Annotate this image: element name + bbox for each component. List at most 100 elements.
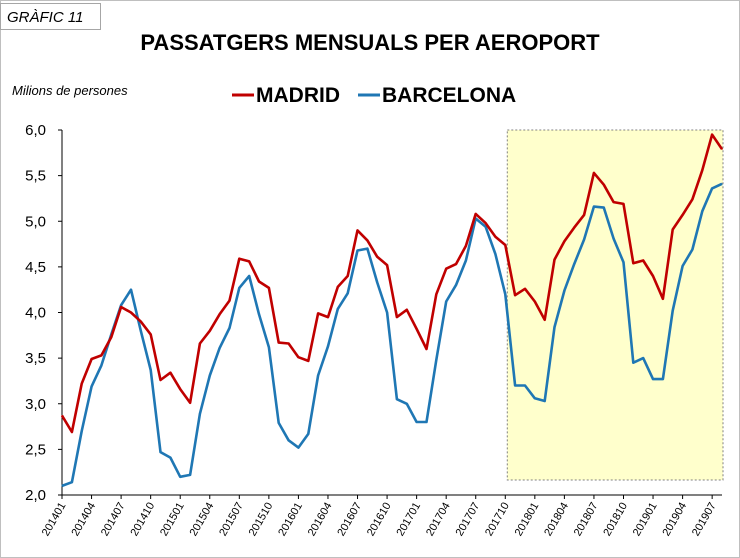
data-point-madrid <box>701 169 703 171</box>
data-point-madrid <box>71 431 73 433</box>
data-point-barcelona <box>248 275 250 277</box>
figure-tag: GRÀFIC 11 <box>0 3 101 30</box>
data-point-barcelona <box>61 485 63 487</box>
data-point-madrid <box>613 201 615 203</box>
data-point-barcelona <box>347 292 349 294</box>
data-point-madrid <box>337 286 339 288</box>
data-point-barcelona <box>632 362 634 364</box>
data-point-madrid <box>642 259 644 262</box>
data-point-madrid <box>140 321 142 323</box>
y-tick-label: 5,0 <box>25 213 46 230</box>
data-point-madrid <box>347 275 349 277</box>
data-point-barcelona <box>514 384 516 387</box>
data-point-barcelona <box>366 248 368 250</box>
data-point-madrid <box>465 245 467 247</box>
y-tick-label: 3,5 <box>25 350 46 367</box>
x-tick-label: 201504 <box>188 501 217 539</box>
data-point-barcelona <box>356 249 359 252</box>
data-point-barcelona <box>317 374 319 377</box>
data-point-barcelona <box>445 300 447 303</box>
data-point-madrid <box>691 198 694 200</box>
data-point-barcelona <box>484 226 487 228</box>
y-tick-label: 2,0 <box>25 487 46 504</box>
data-point-madrid <box>425 348 428 350</box>
data-point-madrid <box>416 328 418 330</box>
x-tick-label: 201601 <box>276 501 305 539</box>
data-point-madrid <box>484 222 487 224</box>
series-line-madrid <box>60 133 724 434</box>
x-tick-label: 201807 <box>572 501 601 539</box>
data-point-barcelona <box>563 290 565 292</box>
x-tick-label: 201407 <box>99 501 128 539</box>
y-tick-label: 3,0 <box>25 396 46 413</box>
data-point-barcelona <box>573 263 575 265</box>
data-point-madrid <box>406 309 408 311</box>
data-point-madrid <box>100 354 103 356</box>
data-point-barcelona <box>524 384 526 387</box>
data-point-madrid <box>209 330 211 332</box>
data-point-barcelona <box>120 304 122 306</box>
data-point-barcelona <box>278 422 280 424</box>
data-point-madrid <box>445 268 447 270</box>
data-point-barcelona <box>642 357 644 359</box>
data-point-madrid <box>534 300 536 303</box>
x-tick-label: 201707 <box>454 500 483 538</box>
data-point-madrid <box>248 260 250 262</box>
data-point-barcelona <box>622 261 625 263</box>
data-point-madrid <box>573 227 575 229</box>
data-point-barcelona <box>425 421 428 423</box>
data-point-barcelona <box>494 253 497 255</box>
data-point-barcelona <box>465 259 467 262</box>
x-tick-label: 201804 <box>542 501 571 539</box>
x-tick-label: 201607 <box>335 501 364 539</box>
x-tick-label: 201404 <box>69 501 98 539</box>
data-point-barcelona <box>228 327 231 329</box>
data-point-madrid <box>150 333 152 335</box>
data-point-madrid <box>435 293 437 295</box>
data-point-madrid <box>278 342 280 344</box>
data-point-madrid <box>228 300 231 302</box>
data-point-madrid <box>120 306 122 308</box>
data-point-madrid <box>396 316 398 318</box>
data-point-madrid <box>475 213 477 215</box>
data-point-barcelona <box>209 374 211 377</box>
data-point-barcelona <box>701 210 703 212</box>
y-tick-label: 5,5 <box>25 168 46 185</box>
x-tick-label: 201401 <box>40 501 69 539</box>
x-tick-label: 201410 <box>129 501 158 539</box>
x-tick-label: 201507 <box>217 501 246 539</box>
data-point-madrid <box>366 239 368 242</box>
data-point-barcelona <box>553 326 556 328</box>
x-tick-label: 201704 <box>424 501 453 539</box>
data-point-barcelona <box>100 364 103 367</box>
data-point-barcelona <box>386 311 388 314</box>
data-point-barcelona <box>721 183 723 185</box>
data-point-barcelona <box>652 378 654 380</box>
data-point-madrid <box>356 229 359 231</box>
data-point-barcelona <box>672 310 674 312</box>
chart-title: PASSATGERS MENSUALS PER AEROPORT <box>140 30 600 55</box>
data-point-barcelona <box>583 238 585 241</box>
data-point-madrid <box>219 313 221 315</box>
data-point-barcelona <box>169 456 171 459</box>
data-point-barcelona <box>297 446 300 449</box>
data-point-barcelona <box>199 413 201 415</box>
data-point-barcelona <box>258 313 260 315</box>
data-point-madrid <box>376 256 378 258</box>
data-point-madrid <box>563 240 565 242</box>
data-point-barcelona <box>711 187 713 189</box>
data-point-madrid <box>327 316 329 318</box>
data-point-barcelona <box>307 433 309 435</box>
data-point-barcelona <box>189 474 191 476</box>
data-point-madrid <box>159 379 162 381</box>
data-point-madrid <box>622 203 625 205</box>
data-point-madrid <box>238 258 240 260</box>
y-tick-label: 4,0 <box>25 305 46 322</box>
data-point-madrid <box>711 133 713 136</box>
data-point-madrid <box>189 402 191 404</box>
data-point-barcelona <box>238 287 240 289</box>
data-point-barcelona <box>90 385 93 388</box>
data-point-barcelona <box>406 403 408 405</box>
x-tick-label: 201801 <box>513 501 542 539</box>
x-tick-label: 201604 <box>306 501 335 539</box>
